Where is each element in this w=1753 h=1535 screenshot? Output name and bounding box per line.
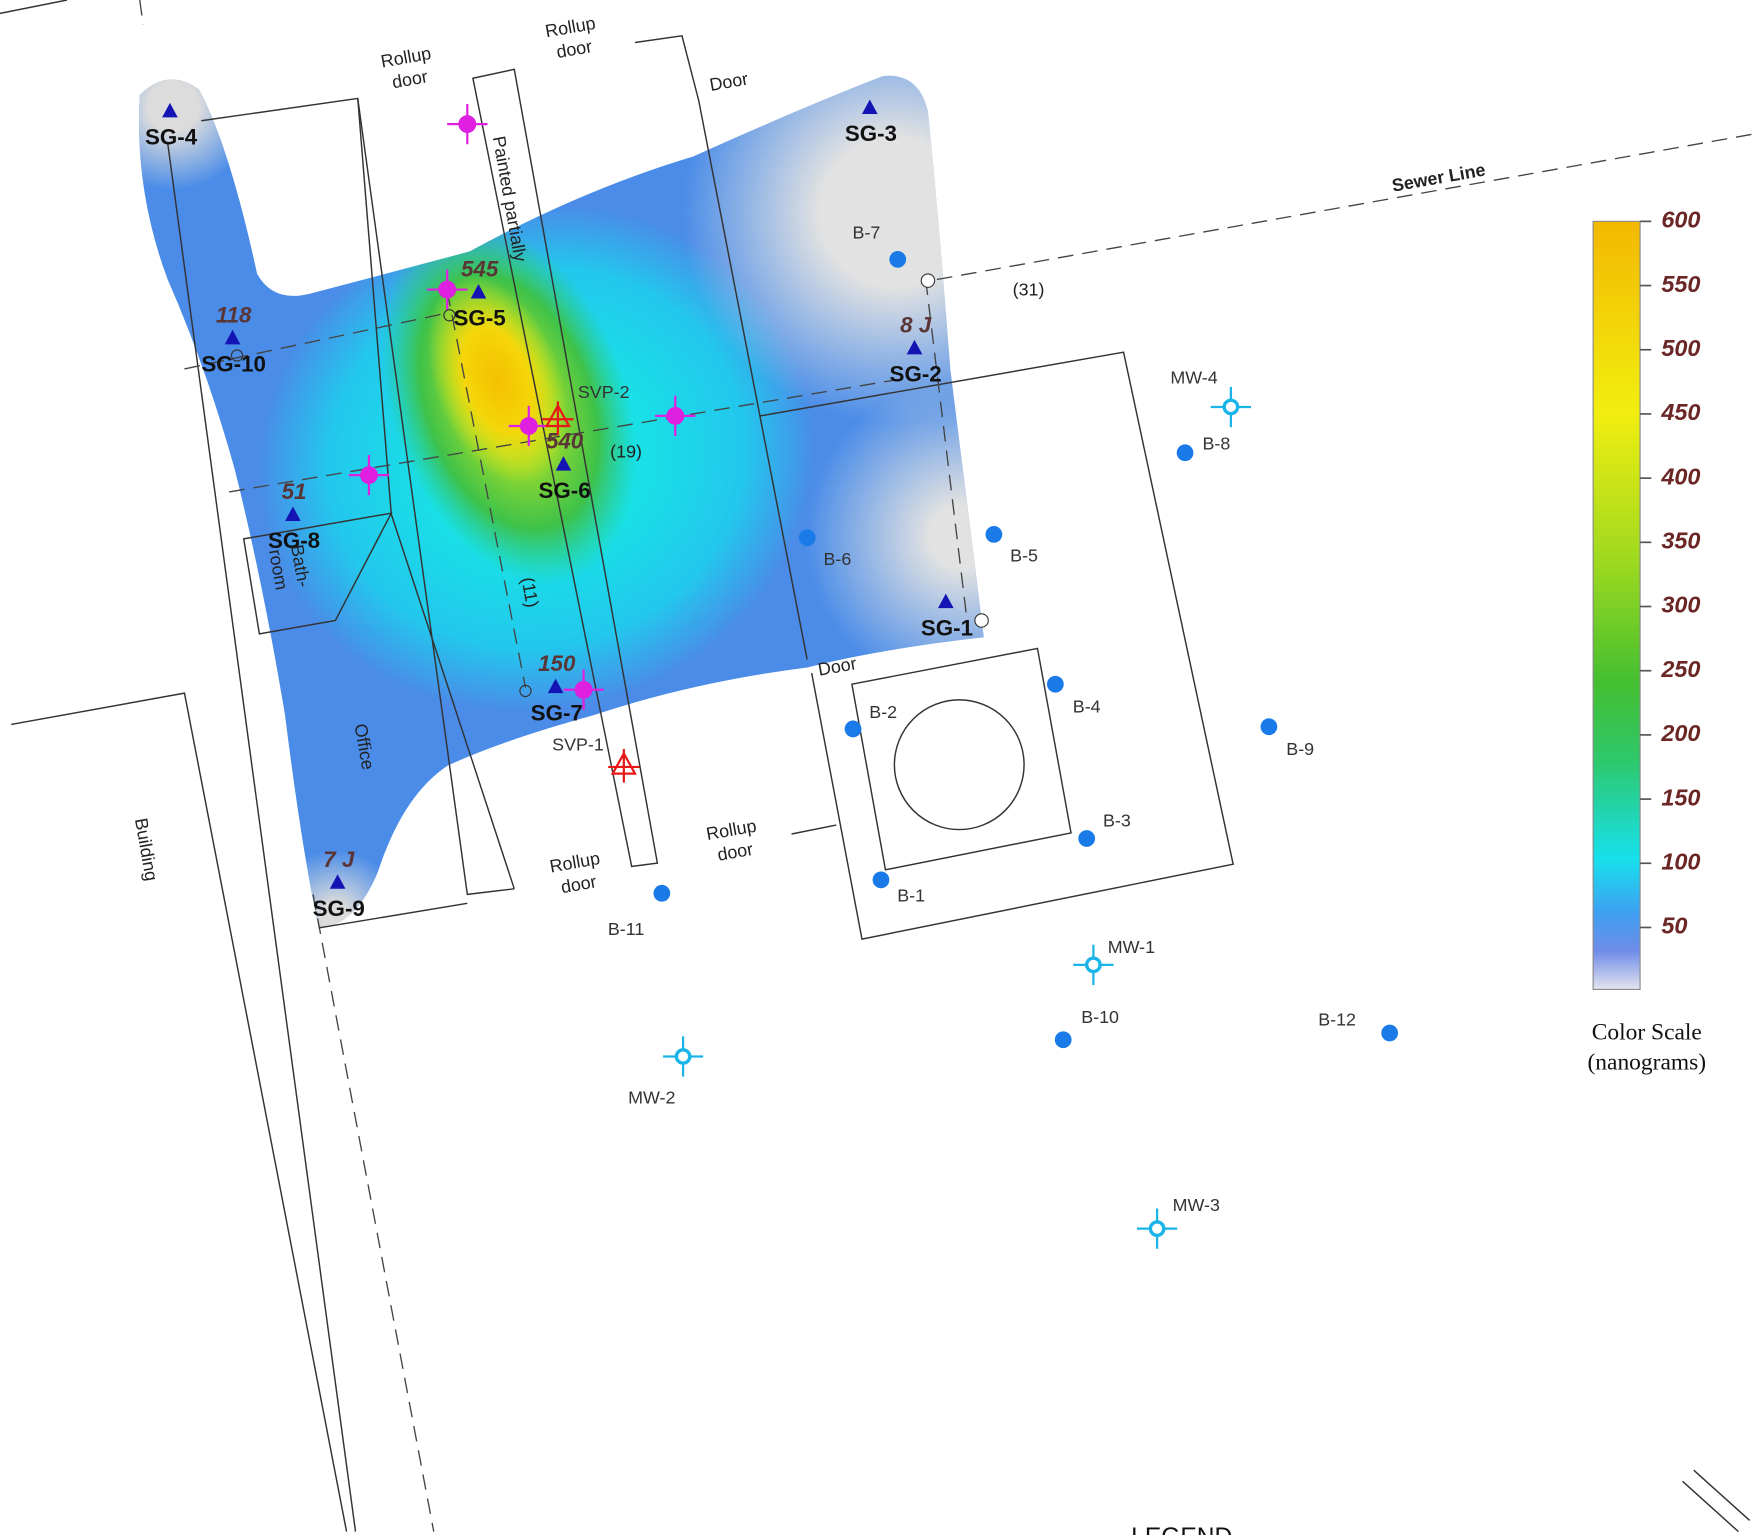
vapor-label: SVP-2	[578, 382, 630, 402]
vapor-label: SVP-1	[552, 734, 604, 754]
magenta-points	[348, 103, 696, 710]
scale-tick-label: 450	[1660, 399, 1700, 425]
scale-tick-label: 600	[1661, 207, 1700, 233]
sample-label: SG-10	[201, 351, 266, 376]
boring-label: B-3	[1103, 810, 1131, 830]
scale-tick-label: 200	[1660, 720, 1700, 746]
well-point	[1085, 956, 1102, 974]
boring-point	[1054, 1031, 1072, 1049]
annotation: Sewer Line	[1390, 160, 1486, 196]
sampling-locations	[348, 103, 696, 710]
sample-label: SG-2	[890, 362, 942, 387]
scale-title: Color Scale	[1592, 1020, 1702, 1046]
well-label: MW-3	[1173, 1195, 1220, 1215]
boring-label: B-5	[1010, 545, 1038, 565]
boring-label: B-6	[823, 549, 851, 569]
boring-point	[1260, 718, 1278, 736]
building-label: Building	[131, 816, 162, 882]
sample-label: SG-6	[539, 478, 591, 503]
boring-point	[889, 250, 907, 268]
sample-triangle	[906, 339, 923, 355]
sample-triangle	[329, 874, 346, 889]
sample-result: 545	[461, 256, 499, 281]
boring-label: B-8	[1202, 434, 1230, 454]
boring-label: B-1	[897, 885, 925, 905]
sample-triangle	[937, 593, 954, 609]
boring-point	[798, 529, 816, 547]
scale-tick-label: 300	[1661, 592, 1700, 618]
well-point	[674, 1048, 692, 1065]
boring-label: B-4	[1073, 696, 1101, 716]
scale-tick-label: 550	[1661, 271, 1700, 297]
building-label: Rollupdoor	[548, 848, 605, 899]
building-label-line: Building	[131, 816, 162, 882]
legend-heading: LEGEND	[1131, 1524, 1232, 1535]
building-label: Rollupdoor	[544, 13, 601, 64]
sample-result: 8 J	[900, 312, 932, 337]
color-scale: 50 100 150 200 250 300 350 400 450 500 550 600 Color…	[1587, 207, 1706, 1076]
building-label-line: door	[555, 36, 594, 62]
building-label-line: Door	[708, 68, 750, 94]
sample-triangle	[162, 102, 178, 118]
building-label-line: door	[716, 839, 755, 865]
sample-result: 118	[216, 302, 252, 327]
well-label: MW-4	[1170, 368, 1217, 388]
building-label-line: door	[559, 871, 598, 897]
sample-result: 540	[546, 429, 584, 454]
scale-title: (nanograms)	[1587, 1050, 1706, 1076]
sample-triangle	[861, 99, 878, 115]
sample-triangle	[470, 283, 487, 299]
scale-tick-label: 500	[1661, 335, 1700, 361]
sample-result: 7 J	[323, 847, 355, 872]
boring-point	[1078, 830, 1096, 847]
well-label: MW-1	[1108, 937, 1155, 957]
boring-point	[1381, 1024, 1399, 1042]
annotation: (19)	[610, 442, 642, 462]
scale-tick-label: 400	[1660, 463, 1700, 489]
building-label: Door	[708, 68, 750, 94]
sample-triangle	[555, 456, 572, 471]
boring-point	[844, 720, 862, 738]
scale-tick-label: 350	[1661, 528, 1700, 554]
vapor-point	[542, 401, 574, 435]
scale-tick-label: 250	[1660, 656, 1700, 682]
boring-point	[1176, 444, 1194, 462]
boring-label: B-2	[869, 702, 897, 722]
boring-point	[985, 526, 1003, 543]
boring-point	[872, 871, 890, 889]
color-bar	[1592, 220, 1641, 990]
boring-label: B-7	[853, 222, 881, 242]
scale-tick-label: 50	[1661, 913, 1687, 939]
boring-label: B-10	[1081, 1007, 1119, 1027]
well-point	[1148, 1220, 1166, 1238]
boring-point	[1046, 675, 1064, 693]
sample-label: SG-4	[145, 125, 198, 150]
boring-label: B-9	[1286, 739, 1314, 759]
building-label-line: door	[390, 66, 429, 92]
boring-label: B-12	[1318, 1009, 1356, 1029]
sample-label: SG-8	[268, 528, 320, 553]
sample-triangle	[224, 329, 241, 345]
sample-label: SG-9	[313, 896, 365, 921]
sample-label: SG-1	[921, 615, 973, 640]
vapor-point	[608, 749, 640, 783]
sample-triangle	[285, 506, 301, 521]
well-label: MW-2	[628, 1088, 675, 1108]
sample-label: SG-3	[845, 121, 897, 146]
sample-label: SG-5	[454, 306, 506, 331]
well-point	[1222, 398, 1240, 416]
sample-result: 150	[538, 651, 576, 676]
sample-triangle	[547, 678, 564, 694]
sample-label: SG-7	[531, 700, 583, 725]
building-label: Rollupdoor	[705, 815, 762, 866]
annotation: (31)	[1013, 279, 1045, 299]
boring-point	[653, 884, 671, 902]
scale-tick-label: 150	[1661, 784, 1700, 810]
scale-tick-label: 100	[1661, 848, 1700, 874]
building-label: Rollupdoor	[379, 43, 436, 94]
boring-label: B-11	[608, 919, 644, 939]
sample-result: 51	[282, 479, 307, 504]
